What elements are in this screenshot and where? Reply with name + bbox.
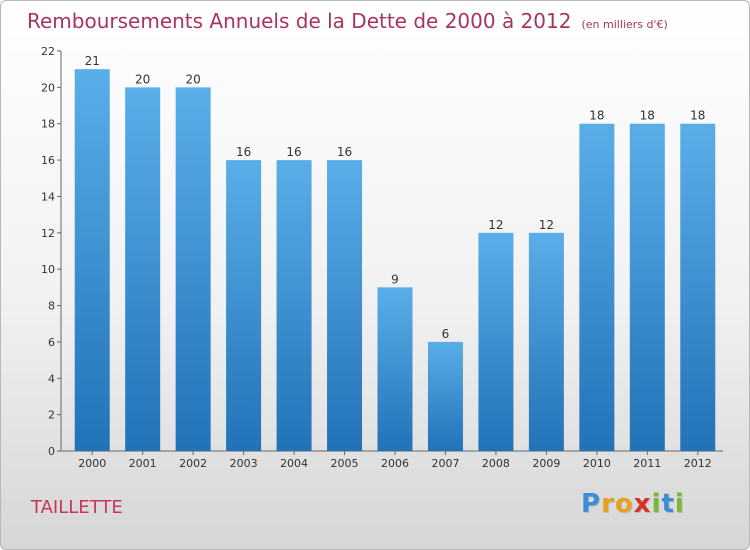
logo-letter: P <box>581 489 602 519</box>
y-tick-label: 18 <box>41 118 55 131</box>
logo-letter: r <box>601 489 615 519</box>
bar-2000 <box>74 69 110 451</box>
x-tick-label-2009: 2009 <box>532 457 560 470</box>
x-tick-label-2000: 2000 <box>78 457 106 470</box>
y-tick-label: 20 <box>41 81 55 94</box>
logo-letter: i <box>674 489 685 519</box>
x-tick-label-2004: 2004 <box>280 457 308 470</box>
bar-2001 <box>125 87 161 451</box>
bar-2006 <box>377 287 413 451</box>
x-tick-label-2008: 2008 <box>482 457 510 470</box>
bar-2009 <box>528 232 564 451</box>
x-tick-label-2007: 2007 <box>431 457 459 470</box>
bar-2012 <box>680 123 716 452</box>
data-label-2012: 18 <box>690 109 705 123</box>
bar-2002 <box>175 87 211 451</box>
data-label-2010: 18 <box>589 109 604 123</box>
data-label-2011: 18 <box>640 109 655 123</box>
bar-2007 <box>427 341 463 451</box>
y-tick-label: 10 <box>41 263 55 276</box>
chart-unit: (en milliers d'€) <box>581 18 668 31</box>
data-label-2007: 6 <box>442 327 450 341</box>
y-tick-label: 22 <box>41 45 55 58</box>
x-tick-label-2010: 2010 <box>583 457 611 470</box>
x-tick-label-2006: 2006 <box>381 457 409 470</box>
x-tick-label-2003: 2003 <box>230 457 258 470</box>
bar-2011 <box>629 123 665 452</box>
logo-letter: x <box>633 489 652 519</box>
y-tick-label: 12 <box>41 227 55 240</box>
bar-2003 <box>226 160 262 451</box>
y-tick-label: 16 <box>41 154 55 167</box>
data-label-2006: 9 <box>391 272 399 286</box>
logo-letter: t <box>661 489 675 519</box>
data-label-2001: 20 <box>135 72 150 86</box>
bar-2008 <box>478 232 514 451</box>
data-label-2005: 16 <box>337 145 352 159</box>
data-label-2000: 21 <box>85 54 100 68</box>
commune-name: TAILLETTE <box>31 497 123 518</box>
x-tick-label-2005: 2005 <box>331 457 359 470</box>
logo-letter: i <box>651 489 662 519</box>
x-tick-label-2002: 2002 <box>179 457 207 470</box>
y-tick-label: 0 <box>48 445 55 458</box>
logo-letter: o <box>614 489 634 519</box>
x-tick-label-2011: 2011 <box>633 457 661 470</box>
bar-2004 <box>276 160 312 451</box>
data-label-2009: 12 <box>539 218 554 232</box>
chart-title: Remboursements Annuels de la Dette de 20… <box>27 9 668 33</box>
y-tick-label: 8 <box>48 300 55 313</box>
y-tick-label: 14 <box>41 190 55 203</box>
bar-2005 <box>327 160 363 451</box>
proxiti-logo: Proxiti <box>581 489 685 519</box>
x-tick-label-2001: 2001 <box>129 457 157 470</box>
data-label-2008: 12 <box>488 218 503 232</box>
y-tick-label: 2 <box>48 409 55 422</box>
y-tick-label: 4 <box>48 372 55 385</box>
data-label-2003: 16 <box>236 145 251 159</box>
chart-title-text: Remboursements Annuels de la Dette de 20… <box>27 9 572 33</box>
data-label-2004: 16 <box>286 145 301 159</box>
data-label-2002: 20 <box>186 72 201 86</box>
y-tick-label: 6 <box>48 336 55 349</box>
x-tick-label-2012: 2012 <box>684 457 712 470</box>
bar-2010 <box>579 123 615 452</box>
